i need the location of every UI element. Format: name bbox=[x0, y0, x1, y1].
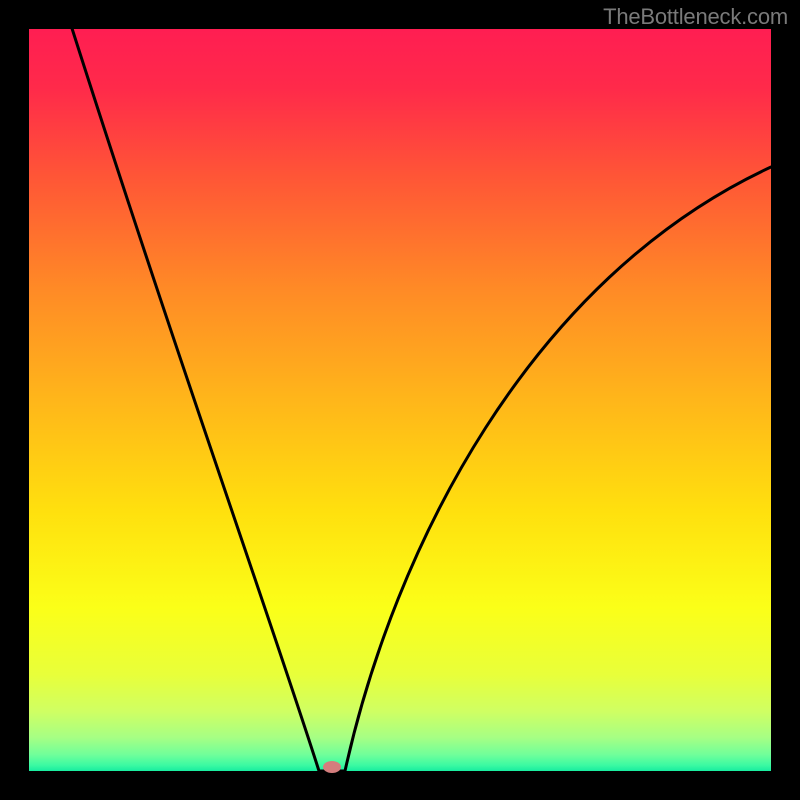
plot-area bbox=[29, 29, 771, 771]
gradient-background bbox=[29, 29, 771, 771]
optimum-marker bbox=[323, 761, 341, 773]
watermark-text: TheBottleneck.com bbox=[603, 4, 788, 30]
bottleneck-chart: TheBottleneck.com bbox=[0, 0, 800, 800]
